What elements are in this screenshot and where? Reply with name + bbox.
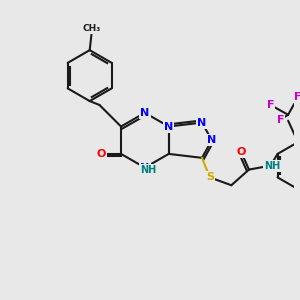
Text: N: N <box>207 135 216 145</box>
Text: N: N <box>140 163 149 172</box>
Text: N: N <box>197 118 207 128</box>
Text: O: O <box>97 149 106 159</box>
Text: CH₃: CH₃ <box>82 24 101 33</box>
Text: F: F <box>277 115 284 125</box>
Text: F: F <box>267 100 274 110</box>
Text: NH: NH <box>264 161 280 171</box>
Text: F: F <box>294 92 300 102</box>
Text: N: N <box>140 108 149 118</box>
Text: NH: NH <box>140 165 156 175</box>
Text: O: O <box>236 147 246 157</box>
Text: S: S <box>206 172 214 182</box>
Text: N: N <box>164 122 173 131</box>
